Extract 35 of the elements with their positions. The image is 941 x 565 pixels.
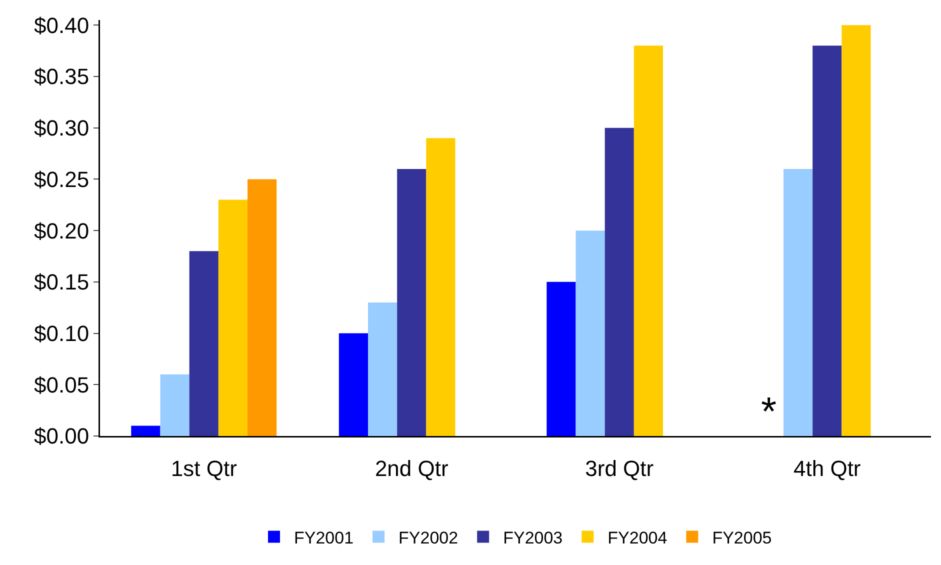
x-tick-label: 4th Qtr xyxy=(794,456,861,481)
legend-label: FY2002 xyxy=(398,528,458,548)
bar xyxy=(546,282,576,436)
legend-label: FY2001 xyxy=(294,528,354,548)
bar xyxy=(397,168,426,436)
y-tick-label: $0.05 xyxy=(34,372,90,398)
bar xyxy=(426,138,456,436)
bar xyxy=(338,333,368,436)
annotation: * xyxy=(761,390,777,434)
y-tick-label: $0.00 xyxy=(34,424,90,449)
legend-label: FY2004 xyxy=(608,528,668,548)
y-tick-label: $0.20 xyxy=(34,218,90,244)
legend-label: FY2005 xyxy=(712,528,772,548)
x-tick-label: 1st Qtr xyxy=(170,456,237,481)
y-tick-label: $0.35 xyxy=(34,64,90,90)
y-tick-label: $0.10 xyxy=(34,320,90,346)
bar xyxy=(604,128,634,436)
bar xyxy=(160,374,190,436)
bar xyxy=(368,302,398,436)
y-tick-label: $0.30 xyxy=(34,116,90,141)
bar xyxy=(189,251,218,436)
bar xyxy=(812,46,842,436)
bar xyxy=(131,426,160,436)
x-tick-label: 3rd Qtr xyxy=(585,456,654,481)
y-tick-label: $0.25 xyxy=(34,166,90,192)
legend-label: FY2003 xyxy=(503,528,563,548)
bar xyxy=(218,200,248,436)
y-tick-label: $0.15 xyxy=(34,270,90,295)
x-tick-label: 2nd Qtr xyxy=(374,456,448,481)
y-tick-label: $0.40 xyxy=(34,12,90,38)
bar xyxy=(248,179,277,436)
bar xyxy=(784,168,813,436)
bar xyxy=(576,230,605,436)
bar xyxy=(634,46,663,436)
bar xyxy=(842,25,871,436)
